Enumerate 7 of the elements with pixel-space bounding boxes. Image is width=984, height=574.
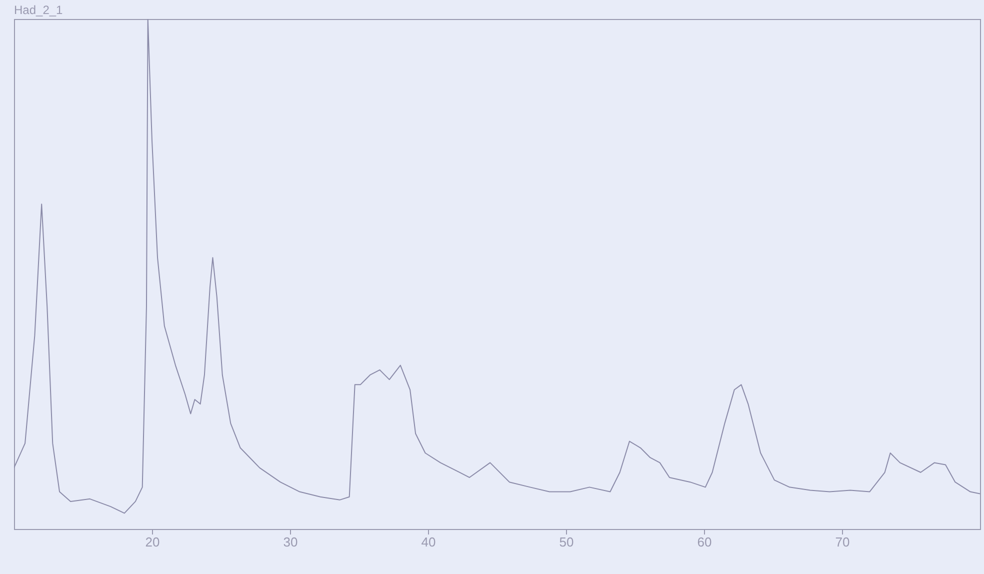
x-tick-label: 40	[421, 534, 436, 550]
chart-title: Had_2_1	[14, 3, 64, 17]
x-tick-label: 50	[559, 534, 574, 550]
x-tick-label: 60	[697, 534, 712, 550]
x-tick-label: 70	[835, 534, 850, 550]
x-tick-label: 30	[283, 534, 298, 550]
x-tick-label: 20	[145, 534, 160, 550]
